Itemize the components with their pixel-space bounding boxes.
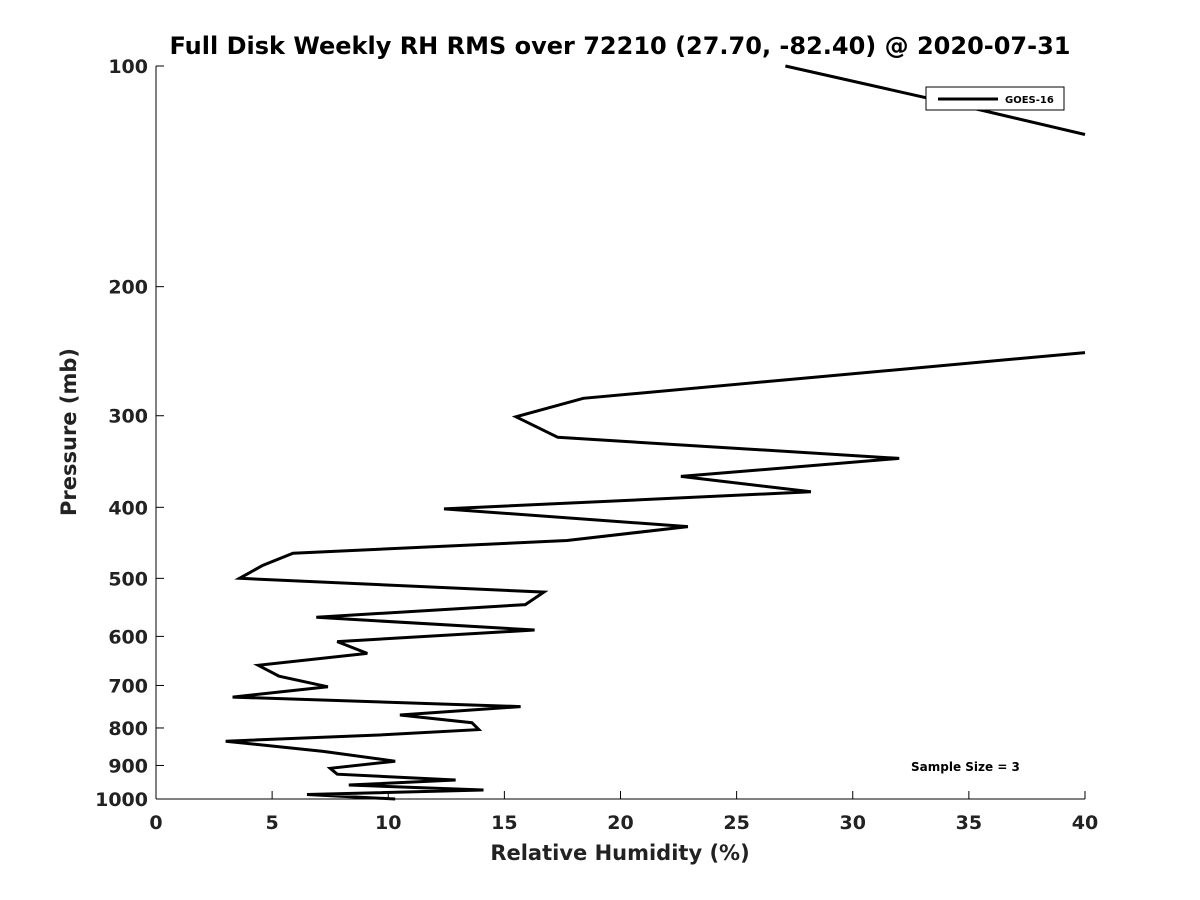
- y-tick-label: 800: [108, 718, 148, 740]
- y-tick-label: 500: [108, 568, 148, 590]
- x-tick-label: 20: [607, 812, 633, 834]
- x-axis: 0 5 10 15 20 25 30 35 40: [149, 791, 1098, 834]
- y-tick-label: 100: [108, 56, 148, 78]
- y-tick-label: 200: [108, 277, 148, 299]
- x-tick-label: 25: [723, 812, 749, 834]
- y-tick-label: 600: [108, 626, 148, 648]
- x-axis-label: Relative Humidity (%): [490, 841, 749, 865]
- y-axis: 100 200 300 400 500 600 700 800 900 1000: [95, 56, 164, 811]
- series-layer: [225, 64, 1086, 801]
- legend: GOES-16: [925, 86, 1065, 111]
- legend-entry-goes-16: GOES-16: [1005, 95, 1054, 106]
- sample-size-annotation: Sample Size = 3: [911, 760, 1020, 774]
- series-line-goes-16-segment-1: [225, 351, 1086, 801]
- y-tick-label: 900: [108, 755, 148, 777]
- x-tick-label: 15: [491, 812, 517, 834]
- chart-title: Full Disk Weekly RH RMS over 72210 (27.7…: [169, 32, 1070, 60]
- x-tick-label: 30: [840, 812, 866, 834]
- x-tick-label: 35: [956, 812, 982, 834]
- x-tick-label: 0: [149, 812, 162, 834]
- y-tick-label: 700: [108, 675, 148, 697]
- x-tick-label: 10: [375, 812, 401, 834]
- y-tick-label: 300: [108, 406, 148, 428]
- x-tick-label: 5: [266, 812, 279, 834]
- x-tick-label: 40: [1072, 812, 1098, 834]
- y-axis-label: Pressure (mb): [57, 348, 81, 516]
- y-tick-label: 400: [108, 497, 148, 519]
- y-tick-label: 1000: [95, 789, 148, 811]
